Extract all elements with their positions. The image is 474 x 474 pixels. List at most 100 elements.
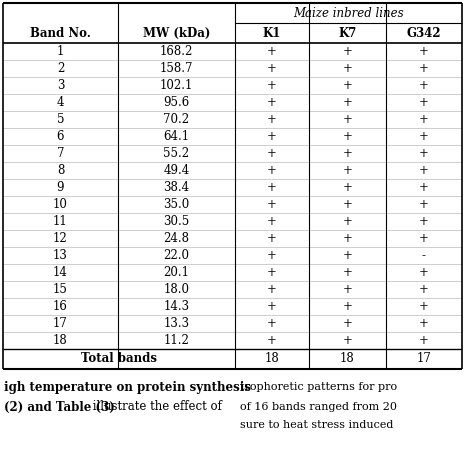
Text: 64.1: 64.1 xyxy=(164,130,190,143)
Text: 16: 16 xyxy=(53,300,68,313)
Text: +: + xyxy=(343,334,353,347)
Text: sure to heat stress induced: sure to heat stress induced xyxy=(240,420,393,430)
Text: +: + xyxy=(419,300,429,313)
Text: 17: 17 xyxy=(417,353,431,365)
Text: +: + xyxy=(343,283,353,296)
Text: +: + xyxy=(419,317,429,330)
Text: 5: 5 xyxy=(57,113,64,126)
Text: +: + xyxy=(343,130,353,143)
Text: 35.0: 35.0 xyxy=(164,198,190,211)
Text: 24.8: 24.8 xyxy=(164,232,190,245)
Text: +: + xyxy=(419,62,429,75)
Text: 17: 17 xyxy=(53,317,68,330)
Text: +: + xyxy=(419,181,429,194)
Text: 4: 4 xyxy=(57,96,64,109)
Text: +: + xyxy=(267,249,277,262)
Text: +: + xyxy=(267,283,277,296)
Text: +: + xyxy=(419,266,429,279)
Text: 22.0: 22.0 xyxy=(164,249,190,262)
Text: 1: 1 xyxy=(57,45,64,58)
Text: 10: 10 xyxy=(53,198,68,211)
Text: -: - xyxy=(422,249,426,262)
Text: 13.3: 13.3 xyxy=(164,317,190,330)
Text: +: + xyxy=(267,334,277,347)
Text: +: + xyxy=(419,283,429,296)
Text: 49.4: 49.4 xyxy=(164,164,190,177)
Text: +: + xyxy=(343,232,353,245)
Text: +: + xyxy=(343,79,353,92)
Text: 3: 3 xyxy=(57,79,64,92)
Text: +: + xyxy=(267,113,277,126)
Text: +: + xyxy=(343,45,353,58)
Text: 13: 13 xyxy=(53,249,68,262)
Text: Band No.: Band No. xyxy=(30,27,91,39)
Text: +: + xyxy=(343,266,353,279)
Text: 9: 9 xyxy=(57,181,64,194)
Text: +: + xyxy=(343,215,353,228)
Text: 158.7: 158.7 xyxy=(160,62,193,75)
Text: +: + xyxy=(419,113,429,126)
Text: Maize inbred lines: Maize inbred lines xyxy=(293,7,404,19)
Text: 168.2: 168.2 xyxy=(160,45,193,58)
Text: 38.4: 38.4 xyxy=(164,181,190,194)
Text: +: + xyxy=(419,79,429,92)
Text: +: + xyxy=(343,198,353,211)
Text: +: + xyxy=(343,147,353,160)
Text: 6: 6 xyxy=(57,130,64,143)
Text: +: + xyxy=(343,113,353,126)
Text: 12: 12 xyxy=(53,232,68,245)
Text: 18: 18 xyxy=(264,353,279,365)
Text: 18.0: 18.0 xyxy=(164,283,190,296)
Text: 18: 18 xyxy=(53,334,68,347)
Text: +: + xyxy=(267,215,277,228)
Text: +: + xyxy=(267,232,277,245)
Text: illustrate the effect of: illustrate the effect of xyxy=(89,401,222,413)
Text: 11: 11 xyxy=(53,215,68,228)
Text: 70.2: 70.2 xyxy=(164,113,190,126)
Text: +: + xyxy=(267,79,277,92)
Text: +: + xyxy=(267,147,277,160)
Text: +: + xyxy=(419,147,429,160)
Text: +: + xyxy=(343,317,353,330)
Text: MW (kDa): MW (kDa) xyxy=(143,27,210,39)
Text: 14.3: 14.3 xyxy=(164,300,190,313)
Text: +: + xyxy=(343,181,353,194)
Text: +: + xyxy=(419,232,429,245)
Text: +: + xyxy=(267,164,277,177)
Text: +: + xyxy=(419,334,429,347)
Text: (2) and Table (3): (2) and Table (3) xyxy=(4,401,115,413)
Text: 55.2: 55.2 xyxy=(164,147,190,160)
Text: +: + xyxy=(419,215,429,228)
Text: igh temperature on protein synthesis: igh temperature on protein synthesis xyxy=(4,381,251,393)
Text: 8: 8 xyxy=(57,164,64,177)
Text: +: + xyxy=(267,130,277,143)
Text: +: + xyxy=(267,96,277,109)
Text: of 16 bands ranged from 20: of 16 bands ranged from 20 xyxy=(240,402,397,412)
Text: K1: K1 xyxy=(263,27,281,39)
Text: +: + xyxy=(419,130,429,143)
Text: +: + xyxy=(343,249,353,262)
Text: Total bands: Total bands xyxy=(81,353,157,365)
Text: +: + xyxy=(343,300,353,313)
Text: 11.2: 11.2 xyxy=(164,334,190,347)
Text: 14: 14 xyxy=(53,266,68,279)
Text: 102.1: 102.1 xyxy=(160,79,193,92)
Text: +: + xyxy=(343,96,353,109)
Text: +: + xyxy=(419,45,429,58)
Text: +: + xyxy=(267,317,277,330)
Text: 2: 2 xyxy=(57,62,64,75)
Text: +: + xyxy=(267,45,277,58)
Text: 20.1: 20.1 xyxy=(164,266,190,279)
Text: 95.6: 95.6 xyxy=(164,96,190,109)
Text: +: + xyxy=(419,198,429,211)
Text: 15: 15 xyxy=(53,283,68,296)
Text: +: + xyxy=(343,62,353,75)
Text: 18: 18 xyxy=(340,353,355,365)
Text: +: + xyxy=(267,198,277,211)
Text: +: + xyxy=(267,181,277,194)
Text: +: + xyxy=(343,164,353,177)
Text: 30.5: 30.5 xyxy=(164,215,190,228)
Text: K7: K7 xyxy=(338,27,357,39)
Text: trophoretic patterns for pro: trophoretic patterns for pro xyxy=(240,382,397,392)
Text: +: + xyxy=(419,96,429,109)
